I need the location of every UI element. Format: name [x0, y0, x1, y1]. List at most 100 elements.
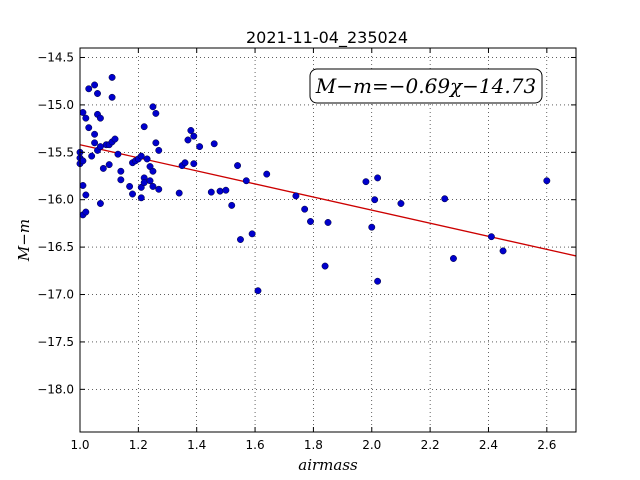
data-point — [79, 182, 87, 189]
data-point — [96, 114, 104, 122]
data-points — [76, 73, 551, 295]
x-tick-label: 2.0 — [362, 438, 381, 452]
equation-annotation: M−m=−0.69χ−14.73 — [309, 68, 543, 104]
data-point — [248, 230, 256, 238]
data-point — [91, 139, 99, 147]
data-point — [149, 167, 157, 175]
data-point — [111, 135, 119, 143]
data-point — [82, 191, 90, 199]
data-point — [301, 205, 309, 213]
data-point — [137, 194, 145, 202]
data-point — [149, 103, 157, 111]
x-tick-label: 2.4 — [479, 438, 498, 452]
data-point — [79, 157, 87, 165]
data-point — [175, 189, 183, 197]
data-point — [228, 201, 236, 209]
data-point — [117, 176, 125, 184]
data-point — [181, 159, 189, 167]
data-point — [82, 208, 90, 216]
data-point — [146, 177, 154, 185]
data-point — [374, 277, 382, 285]
data-point — [397, 200, 405, 207]
data-point — [196, 143, 204, 151]
data-point — [82, 114, 90, 122]
data-point — [155, 146, 163, 154]
data-point — [242, 177, 250, 185]
data-point — [108, 93, 116, 101]
data-point — [368, 223, 376, 231]
data-point — [126, 182, 134, 190]
data-point — [441, 195, 449, 203]
data-point — [543, 177, 551, 185]
equation-box — [309, 68, 543, 104]
data-point — [108, 73, 116, 81]
data-point — [207, 188, 215, 196]
data-point — [155, 185, 163, 193]
axis-ticks: 1.0 1.2 1.4 1.6 1.8 2.0 2.2 2.4 2.6 −14.5 −15.0 −15… — [37, 48, 576, 452]
data-point — [190, 132, 198, 140]
data-point — [371, 196, 379, 204]
data-point — [143, 155, 151, 163]
data-point — [292, 192, 300, 200]
data-point — [152, 109, 160, 117]
x-tick-label: 1.2 — [129, 438, 148, 452]
data-point — [105, 161, 113, 169]
data-point — [234, 162, 242, 170]
x-tick-label: 2.2 — [421, 438, 440, 452]
data-point — [140, 123, 148, 131]
data-point — [222, 186, 230, 194]
equation-text: M−m=−0.69χ−14.73 — [315, 74, 536, 98]
data-point — [140, 179, 148, 187]
data-point — [499, 247, 507, 255]
y-tick-label: −17.5 — [37, 335, 74, 349]
data-point — [184, 136, 192, 144]
data-point — [117, 167, 125, 175]
data-point — [114, 150, 122, 158]
data-point — [216, 187, 224, 195]
x-tick-label: 1.0 — [70, 438, 89, 452]
x-tick-label: 2.6 — [537, 438, 556, 452]
data-point — [254, 287, 262, 295]
data-point — [374, 174, 382, 182]
data-point — [85, 85, 93, 93]
data-point — [91, 81, 99, 89]
y-tick-label: −14.5 — [37, 50, 74, 64]
data-point — [321, 262, 329, 270]
data-point — [487, 233, 495, 241]
y-tick-label: −18.0 — [37, 382, 74, 396]
data-point — [85, 124, 93, 132]
data-point — [190, 160, 198, 168]
y-tick-label: −16.5 — [37, 240, 74, 254]
y-axis-label: M−m — [15, 219, 33, 262]
data-point — [362, 178, 370, 186]
chart-title: 2021-11-04_235024 — [246, 28, 408, 48]
x-tick-label: 1.8 — [304, 438, 323, 452]
y-tick-label: −17.0 — [37, 288, 74, 302]
x-axis-label: airmass — [298, 456, 358, 474]
data-point — [450, 255, 457, 262]
y-tick-label: −16.0 — [37, 193, 74, 207]
data-point — [187, 127, 195, 134]
y-tick-label: −15.5 — [37, 145, 74, 159]
data-point — [237, 236, 244, 243]
data-point — [94, 90, 101, 97]
data-point — [149, 182, 157, 190]
data-point — [263, 170, 271, 178]
data-point — [96, 200, 104, 207]
x-tick-label: 1.4 — [187, 438, 206, 452]
data-point — [210, 140, 218, 148]
data-point — [129, 190, 136, 198]
data-point — [91, 130, 99, 138]
x-tick-label: 1.6 — [246, 438, 265, 452]
data-point — [79, 109, 87, 116]
data-point — [96, 143, 104, 151]
y-tick-label: −15.0 — [37, 98, 74, 112]
data-point — [152, 139, 160, 147]
data-point — [99, 164, 107, 172]
plot-frame — [79, 47, 577, 433]
data-point — [137, 152, 145, 160]
data-point — [324, 219, 332, 226]
data-point — [307, 218, 314, 225]
data-point — [88, 152, 96, 160]
